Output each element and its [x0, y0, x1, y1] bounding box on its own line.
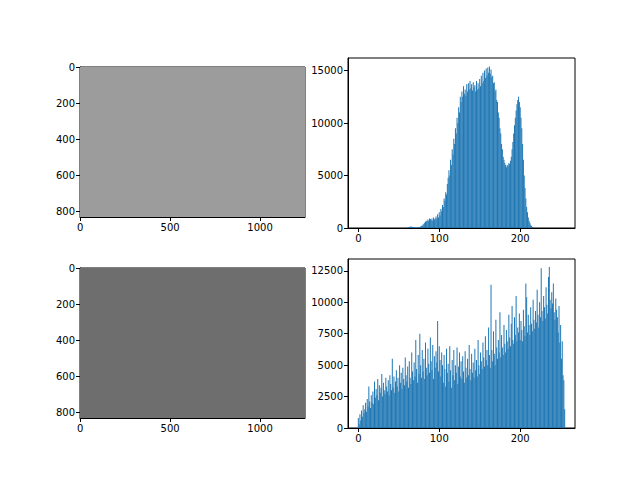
svg-text:100: 100: [430, 233, 449, 244]
svg-text:0: 0: [77, 222, 83, 233]
svg-text:12500: 12500: [311, 265, 343, 276]
svg-text:0: 0: [69, 263, 75, 274]
svg-text:10000: 10000: [311, 297, 343, 308]
svg-text:0: 0: [69, 62, 75, 73]
svg-text:0: 0: [77, 423, 83, 434]
svg-text:500: 500: [161, 423, 180, 434]
svg-text:200: 200: [511, 233, 530, 244]
svg-text:0: 0: [355, 433, 361, 444]
svg-text:600: 600: [56, 170, 75, 181]
svg-text:5000: 5000: [318, 170, 343, 181]
svg-text:2500: 2500: [318, 391, 343, 402]
svg-text:500: 500: [161, 222, 180, 233]
svg-text:7500: 7500: [318, 328, 343, 339]
svg-text:1000: 1000: [247, 423, 272, 434]
svg-text:400: 400: [56, 335, 75, 346]
svg-text:200: 200: [56, 98, 75, 109]
svg-text:1000: 1000: [247, 222, 272, 233]
svg-text:0: 0: [337, 423, 343, 434]
svg-text:800: 800: [56, 206, 75, 217]
svg-text:400: 400: [56, 134, 75, 145]
svg-text:0: 0: [337, 223, 343, 234]
svg-text:0: 0: [355, 233, 361, 244]
svg-text:100: 100: [430, 433, 449, 444]
svg-text:600: 600: [56, 371, 75, 382]
svg-text:10000: 10000: [311, 118, 343, 129]
svg-text:800: 800: [56, 407, 75, 418]
svg-text:5000: 5000: [318, 360, 343, 371]
svg-text:15000: 15000: [311, 65, 343, 76]
svg-text:200: 200: [56, 299, 75, 310]
svg-text:200: 200: [511, 433, 530, 444]
